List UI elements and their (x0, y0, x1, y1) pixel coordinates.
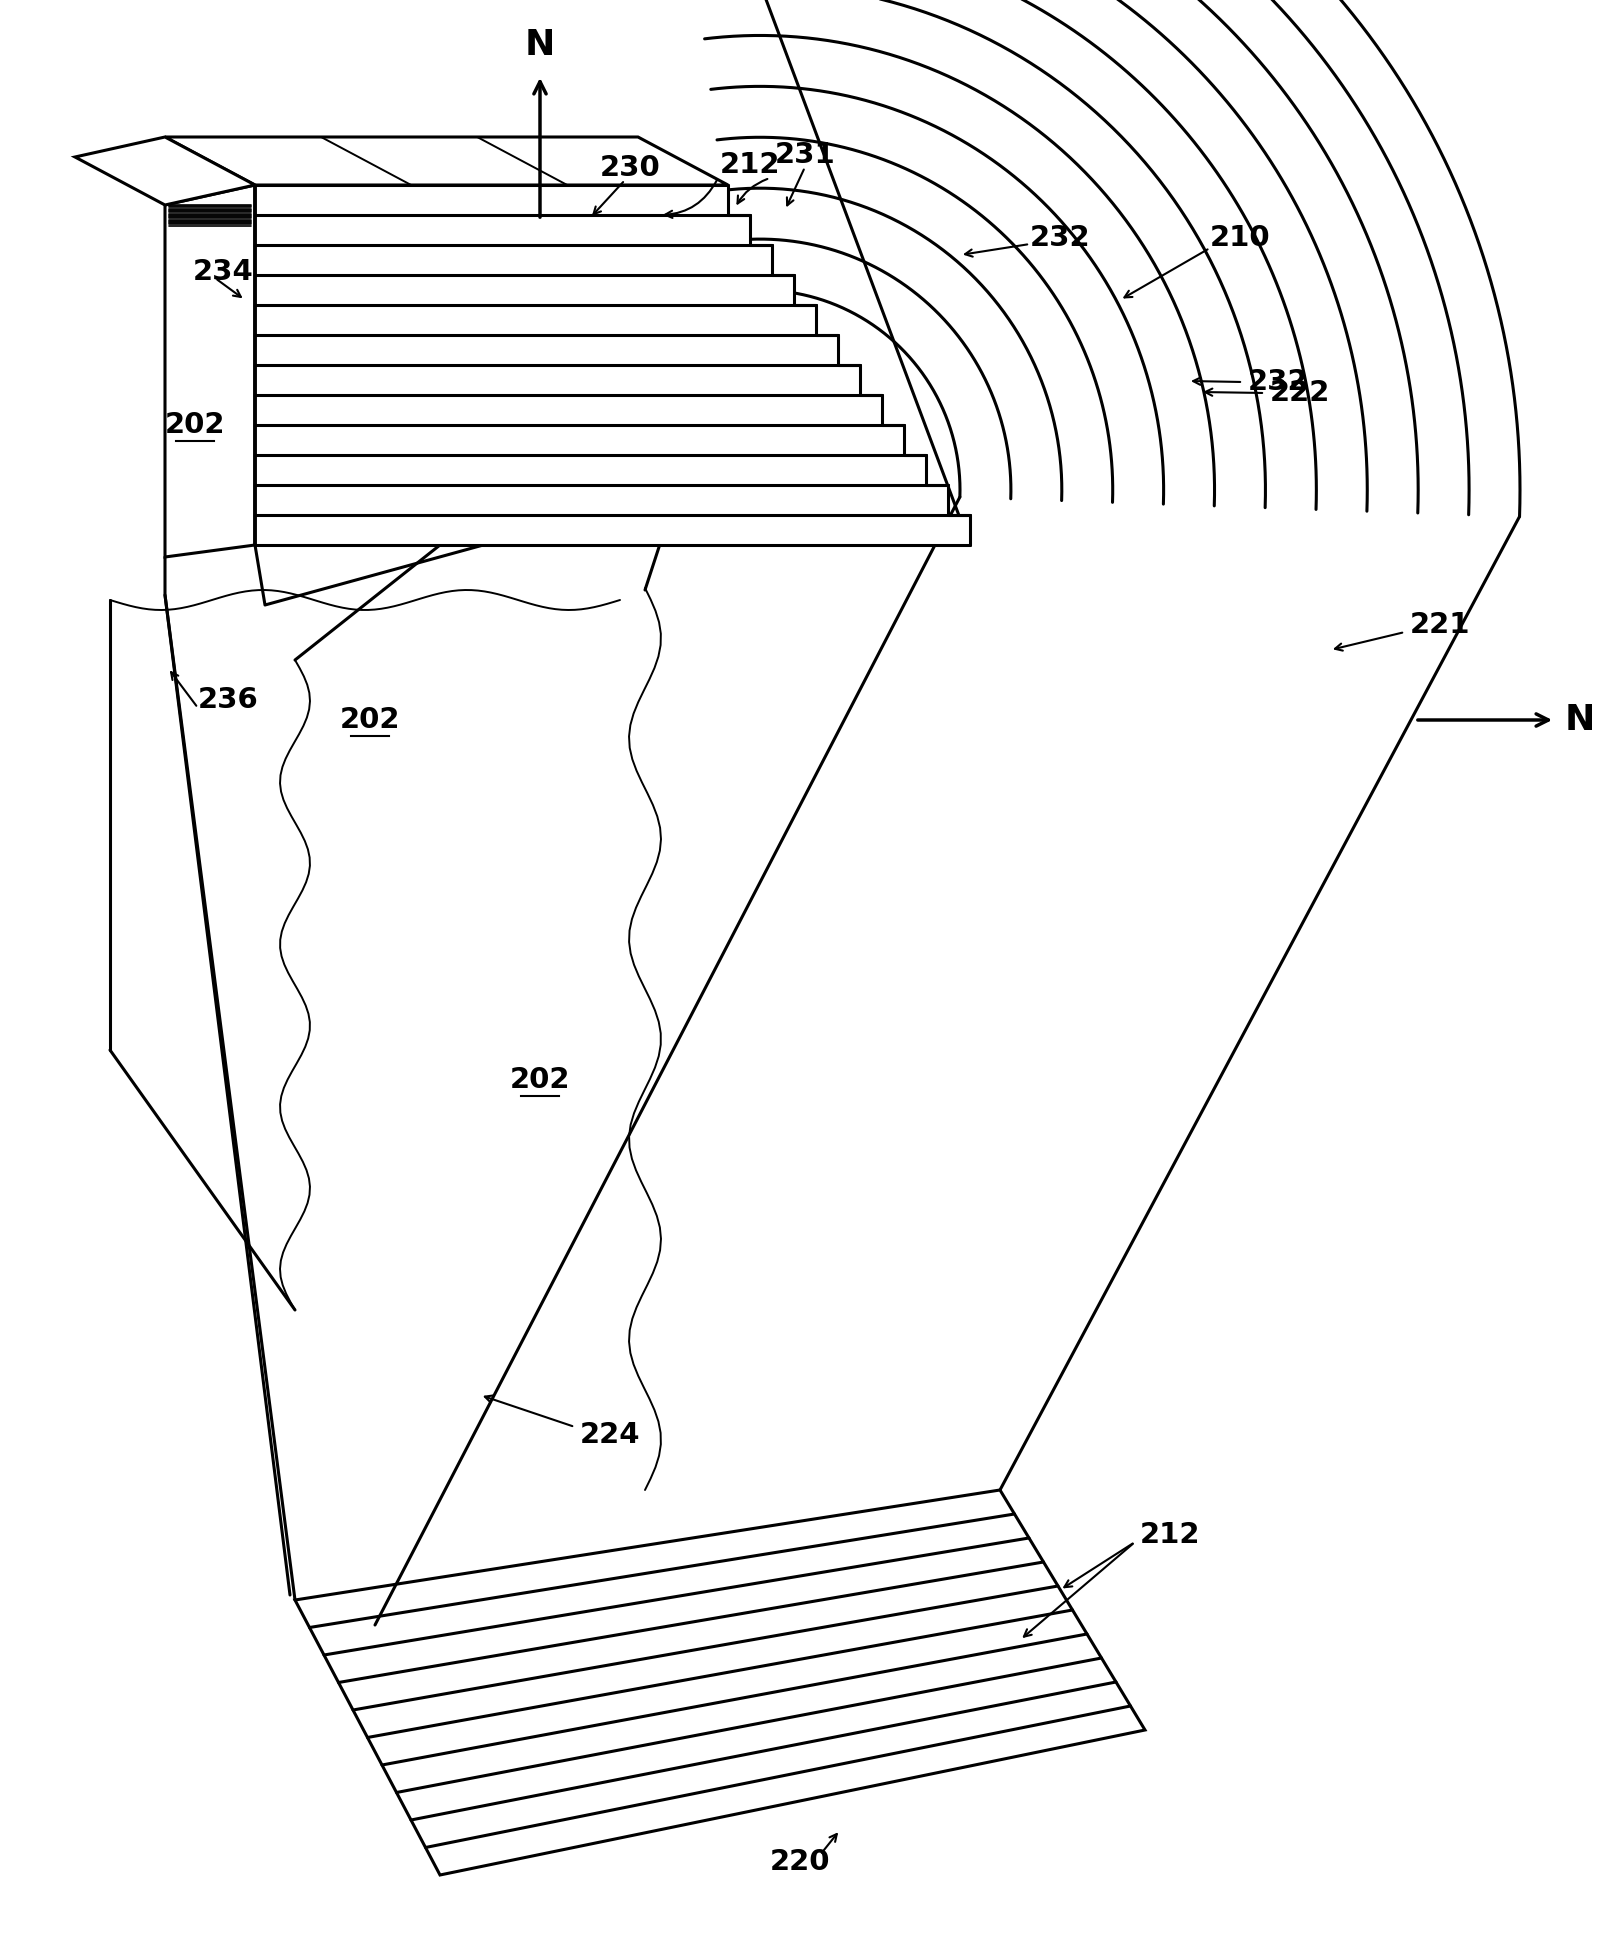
Text: 202: 202 (340, 705, 400, 735)
Text: N: N (1565, 703, 1596, 736)
Text: 202: 202 (509, 1066, 570, 1093)
Polygon shape (255, 304, 815, 335)
Polygon shape (255, 424, 904, 455)
Text: 232: 232 (1248, 368, 1309, 395)
Polygon shape (255, 455, 926, 484)
Text: 236: 236 (199, 686, 260, 713)
Text: 234: 234 (192, 258, 253, 287)
Polygon shape (255, 395, 883, 424)
Text: 230: 230 (599, 153, 660, 182)
Text: 232: 232 (1030, 225, 1091, 252)
Polygon shape (255, 364, 860, 395)
Polygon shape (165, 184, 255, 556)
Polygon shape (255, 275, 795, 304)
Polygon shape (255, 335, 838, 364)
Polygon shape (295, 1490, 1145, 1874)
Text: 202: 202 (165, 411, 226, 440)
Polygon shape (255, 484, 948, 516)
Text: 212: 212 (1141, 1521, 1200, 1548)
Text: 212: 212 (719, 151, 780, 178)
Polygon shape (165, 138, 727, 184)
Polygon shape (255, 244, 772, 275)
Text: 210: 210 (1210, 225, 1270, 252)
Polygon shape (255, 184, 727, 215)
Text: 224: 224 (580, 1421, 641, 1450)
Polygon shape (255, 215, 750, 244)
Text: 220: 220 (769, 1849, 830, 1876)
Polygon shape (75, 138, 255, 205)
Polygon shape (255, 516, 969, 545)
Text: 222: 222 (1270, 380, 1330, 407)
Text: 221: 221 (1410, 610, 1471, 640)
Text: N: N (525, 27, 556, 62)
Text: 231: 231 (775, 141, 835, 169)
